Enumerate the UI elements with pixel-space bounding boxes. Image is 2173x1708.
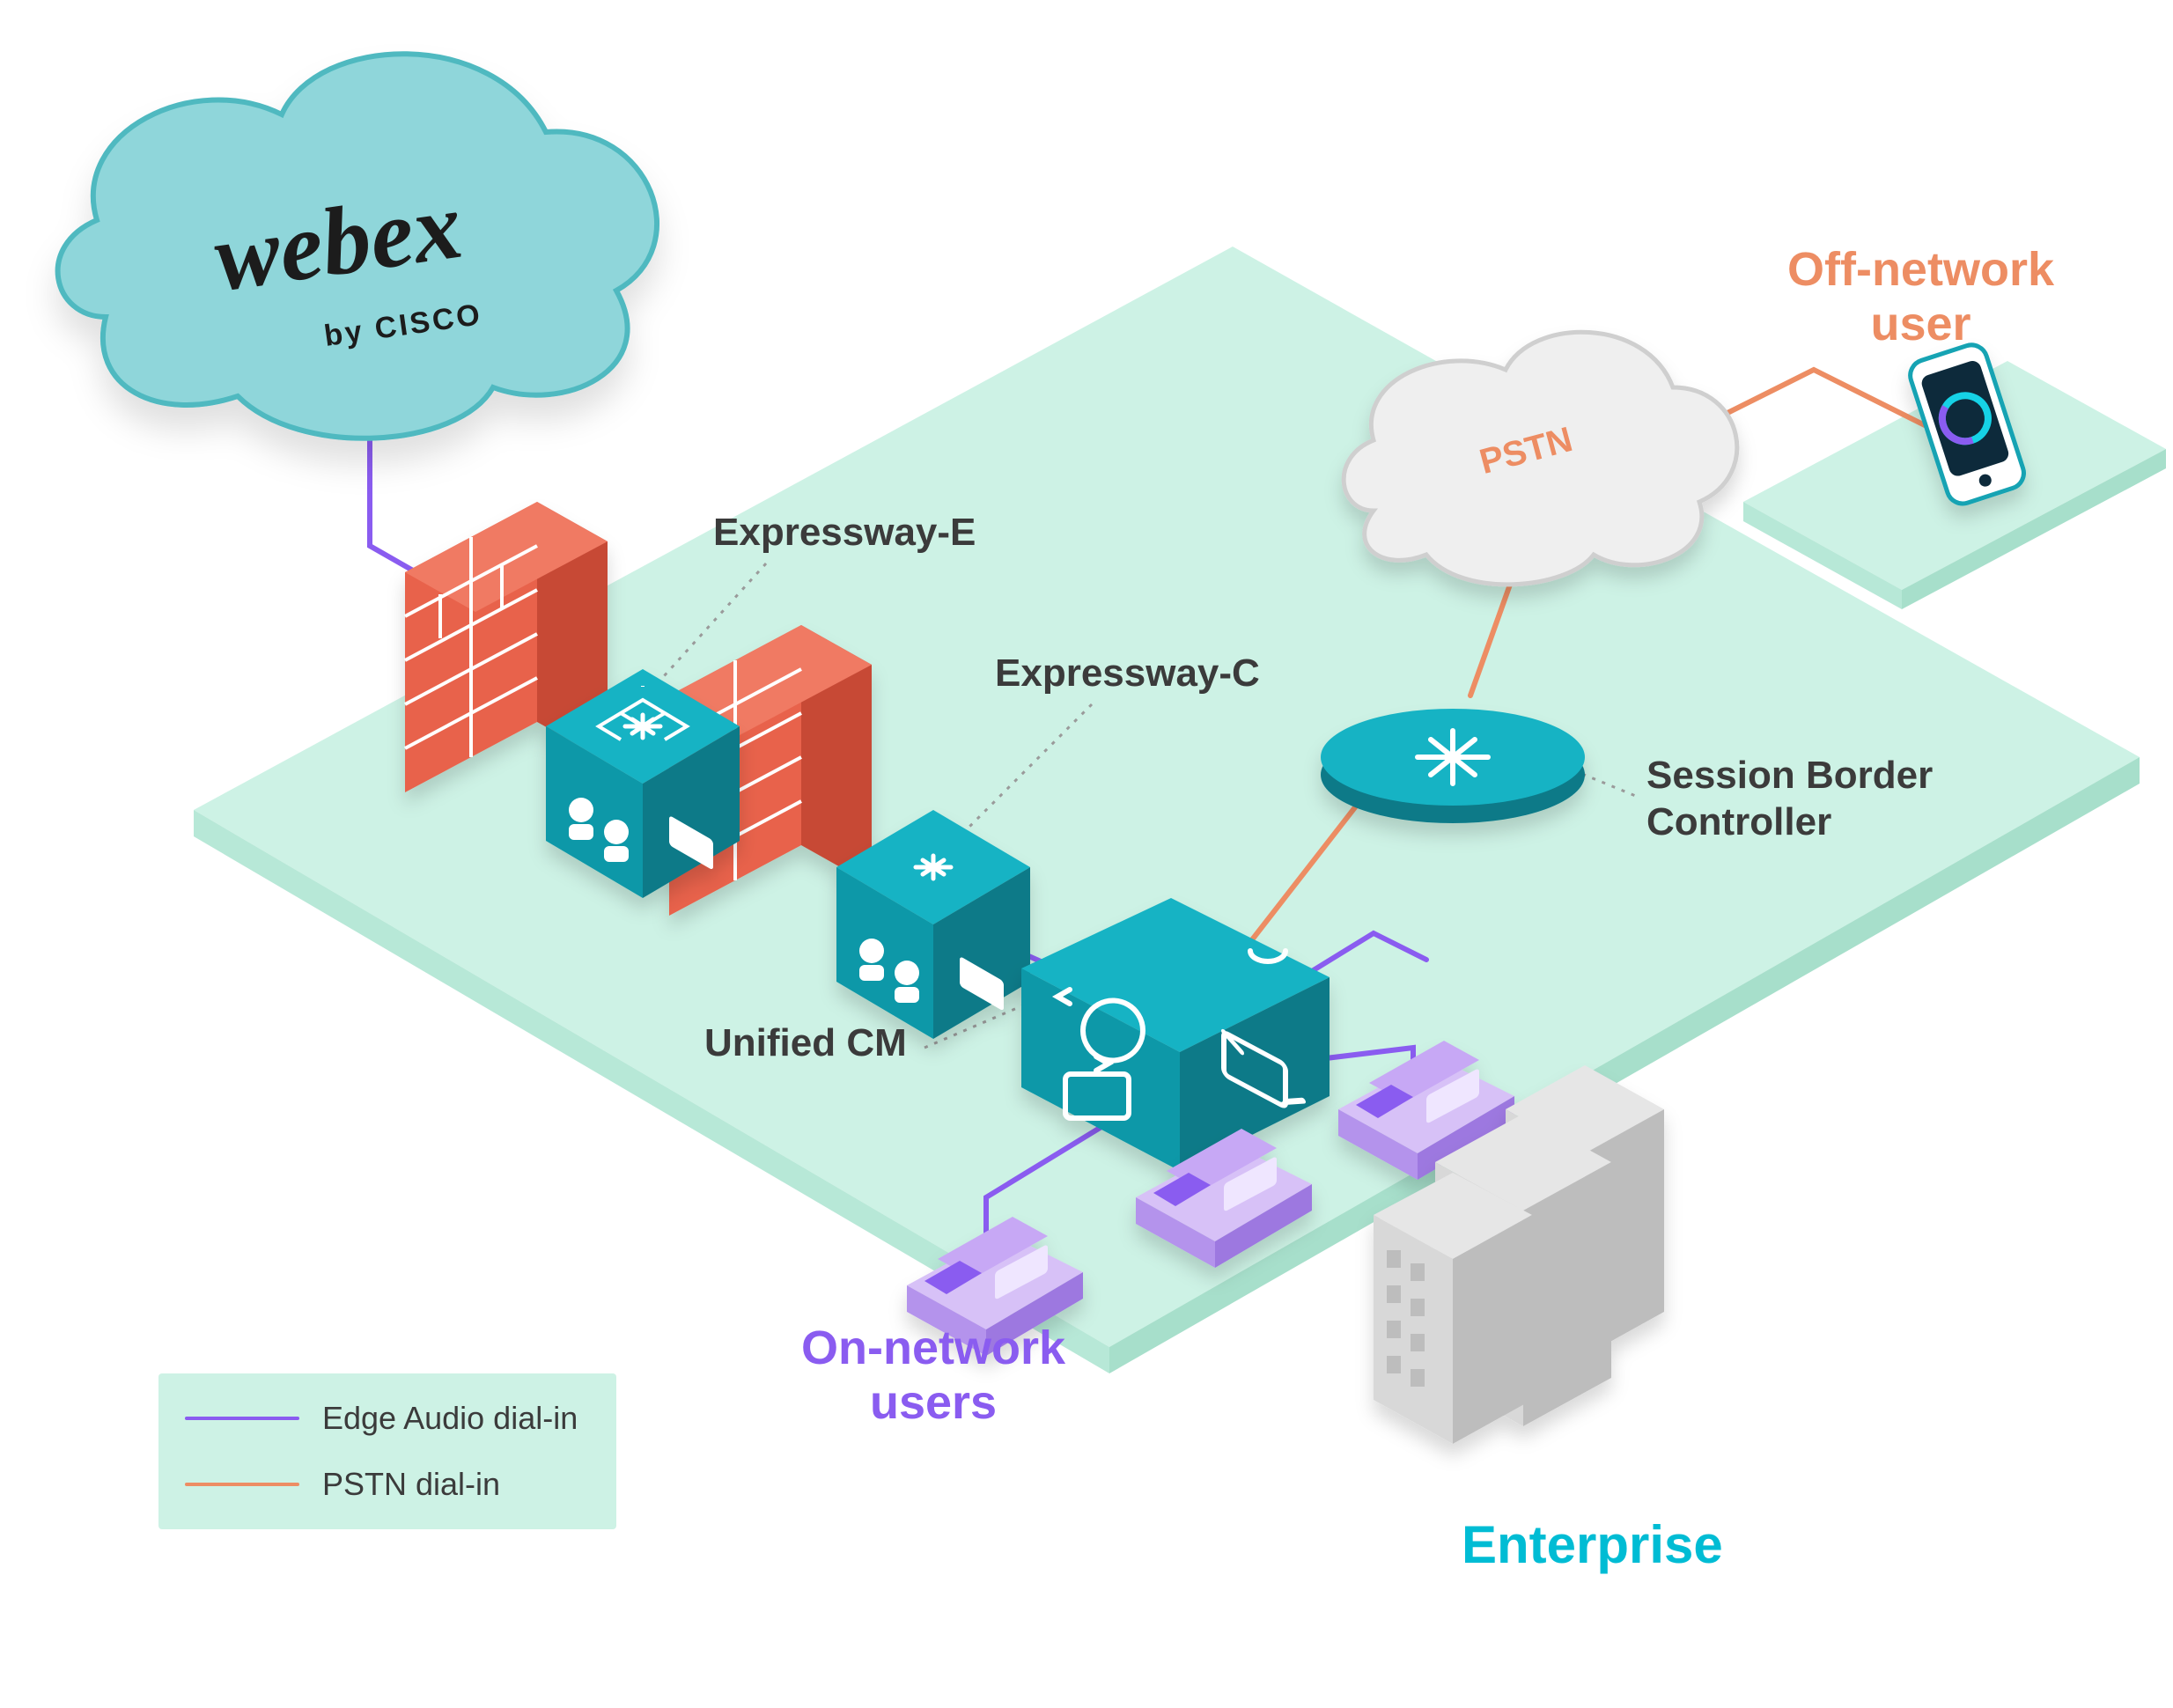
- legend-item-pstn: PSTN dial-in: [185, 1466, 581, 1502]
- label-expressway-e: Expressway-E: [713, 511, 976, 555]
- label-expressway-c: Expressway-C: [995, 652, 1260, 696]
- legend-swatch-pstn: [185, 1483, 299, 1486]
- legend-item-edgeaudio: Edge Audio dial-in: [185, 1400, 581, 1436]
- legend-text-edgeaudio: Edge Audio dial-in: [322, 1400, 578, 1436]
- legend-text-pstn: PSTN dial-in: [322, 1466, 500, 1502]
- label-enterprise: Enterprise: [1462, 1514, 1723, 1575]
- sbc-node: [1321, 709, 1585, 823]
- label-on-network: On-network users: [801, 1321, 1065, 1430]
- legend: Edge Audio dial-in PSTN dial-in: [158, 1373, 616, 1529]
- label-sbc: Session Border Controller: [1646, 753, 1933, 846]
- label-off-network: Off-network user: [1787, 242, 2054, 351]
- webex-cloud: webex by CISCO: [58, 54, 657, 438]
- label-unified-cm: Unified CM: [704, 1021, 907, 1065]
- legend-swatch-edgeaudio: [185, 1417, 299, 1420]
